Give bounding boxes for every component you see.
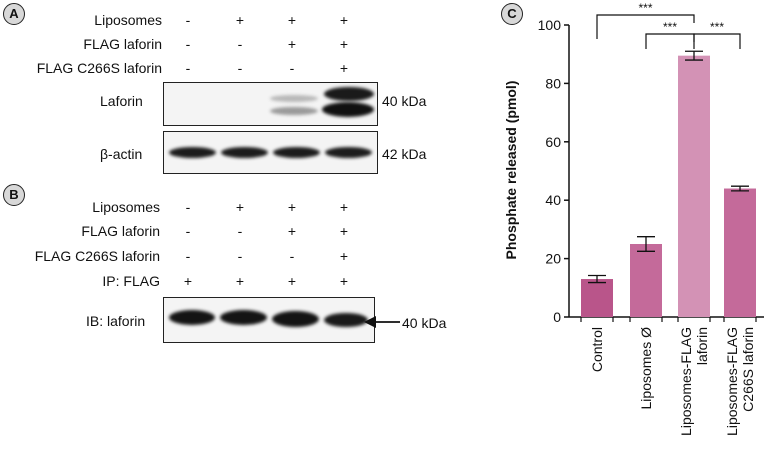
panel-b-lane-sign: - — [237, 248, 243, 264]
actin-blot — [163, 131, 378, 174]
significance-label: *** — [710, 20, 724, 34]
laforin-band-lane3-upper — [270, 95, 318, 102]
panel-b-row-label: FLAG laforin — [81, 223, 160, 239]
significance-bracket — [693, 33, 741, 49]
panel-c-letter: C — [501, 3, 523, 25]
bar-4 — [724, 188, 756, 317]
actin-band-lane1 — [169, 147, 216, 158]
significance-label: *** — [638, 1, 652, 15]
panel-b-lane-sign: + — [235, 273, 245, 289]
blot-a2-label: β-actin — [100, 146, 143, 162]
panel-b-row-label: Liposomes — [92, 199, 160, 215]
panel-a-lane-sign: - — [185, 60, 191, 76]
panel-b-lane-sign: + — [287, 199, 297, 215]
actin-band-lane3 — [273, 147, 320, 158]
panel-b-lane-sign: - — [237, 223, 243, 239]
actin-band-lane2 — [221, 147, 268, 158]
blot-b1-marker: 40 kDa — [402, 315, 447, 331]
y-tick-label: 40 — [545, 192, 561, 208]
x-tick-label: Control — [589, 327, 605, 372]
ib-laforin-blot — [163, 297, 375, 343]
panel-b-lane-sign: + — [287, 223, 297, 239]
y-axis-label: Phosphate released (pmol) — [503, 81, 519, 260]
panel-a-lane-sign: - — [185, 36, 191, 52]
panel-b-lane-sign: + — [183, 273, 193, 289]
panel-a-lane-sign: - — [185, 12, 191, 28]
blot-a1-marker: 40 kDa — [382, 93, 427, 109]
y-tick-label: 20 — [545, 251, 561, 267]
panel-a-lane-sign: + — [339, 12, 349, 28]
ib-band-lane1 — [169, 310, 215, 325]
panel-b-lane-sign: + — [287, 273, 297, 289]
blot-a1-label: Laforin — [100, 93, 143, 109]
panel-b-row-label: IP: FLAG — [102, 273, 160, 289]
ib-band-lane4 — [324, 313, 368, 327]
panel-b-lane-sign: - — [185, 199, 191, 215]
laforin-blot — [163, 82, 378, 126]
laforin-band-lane4-lower — [322, 102, 374, 117]
bar-1 — [581, 279, 613, 317]
y-tick-label: 0 — [553, 309, 561, 325]
significance-bracket — [645, 33, 695, 49]
panel-a-letter: A — [3, 3, 25, 25]
ib-band-lane2 — [220, 310, 267, 325]
phosphate-bar-chart: 0 20 40 60 80 100 Phosphate released (pmol) Con… — [503, 1, 764, 436]
panel-a-lane-sign: + — [287, 12, 297, 28]
panel-b-lane-sign: + — [339, 199, 349, 215]
panel-b-row-label: FLAG C266S laforin — [34, 248, 160, 264]
panel-b-lane-sign: - — [185, 223, 191, 239]
y-tick-label: 100 — [538, 17, 562, 33]
panel-a-lane-sign: + — [235, 12, 245, 28]
y-tick-label: 80 — [545, 75, 561, 91]
panel-b-lane-sign: + — [235, 199, 245, 215]
panel-a-row-label: FLAG laforin — [83, 36, 162, 52]
laforin-band-lane4-upper — [324, 87, 374, 101]
panel-b-lane-sign: - — [289, 248, 295, 264]
panel-a-lane-sign: - — [237, 36, 243, 52]
laforin-band-lane3-lower — [270, 107, 318, 115]
x-tick-label: Liposomes-FLAGlaforin — [678, 327, 710, 436]
panel-b-letter: B — [3, 184, 25, 206]
x-tick-label: Liposomes Ø — [638, 327, 654, 410]
panel-a-row-label: FLAG C266S laforin — [36, 60, 162, 76]
significance-label: *** — [663, 20, 677, 34]
x-tick-label: Liposomes-FLAGC266S laforin — [724, 327, 756, 436]
ib-band-lane3 — [272, 311, 319, 327]
actin-band-lane4 — [325, 147, 372, 158]
panel-b-lane-sign: + — [339, 273, 349, 289]
panel-a-lane-sign: - — [289, 60, 295, 76]
panel-b-lane-sign: - — [185, 248, 191, 264]
panel-a-lane-sign: + — [339, 60, 349, 76]
panel-a-row-label: Liposomes — [94, 12, 162, 28]
panel-b-lane-sign: + — [339, 248, 349, 264]
panel-a-lane-sign: + — [287, 36, 297, 52]
panel-b-lane-sign: + — [339, 223, 349, 239]
marker-arrow-icon — [364, 316, 400, 328]
blot-b1-label: IB: laforin — [86, 313, 146, 329]
bar-2 — [630, 244, 662, 317]
bar-3 — [678, 55, 710, 317]
panel-a-lane-sign: - — [237, 60, 243, 76]
significance-bracket — [596, 14, 695, 39]
y-tick-label: 60 — [545, 134, 561, 150]
blot-a2-marker: 42 kDa — [382, 146, 427, 162]
panel-a-lane-sign: + — [339, 36, 349, 52]
